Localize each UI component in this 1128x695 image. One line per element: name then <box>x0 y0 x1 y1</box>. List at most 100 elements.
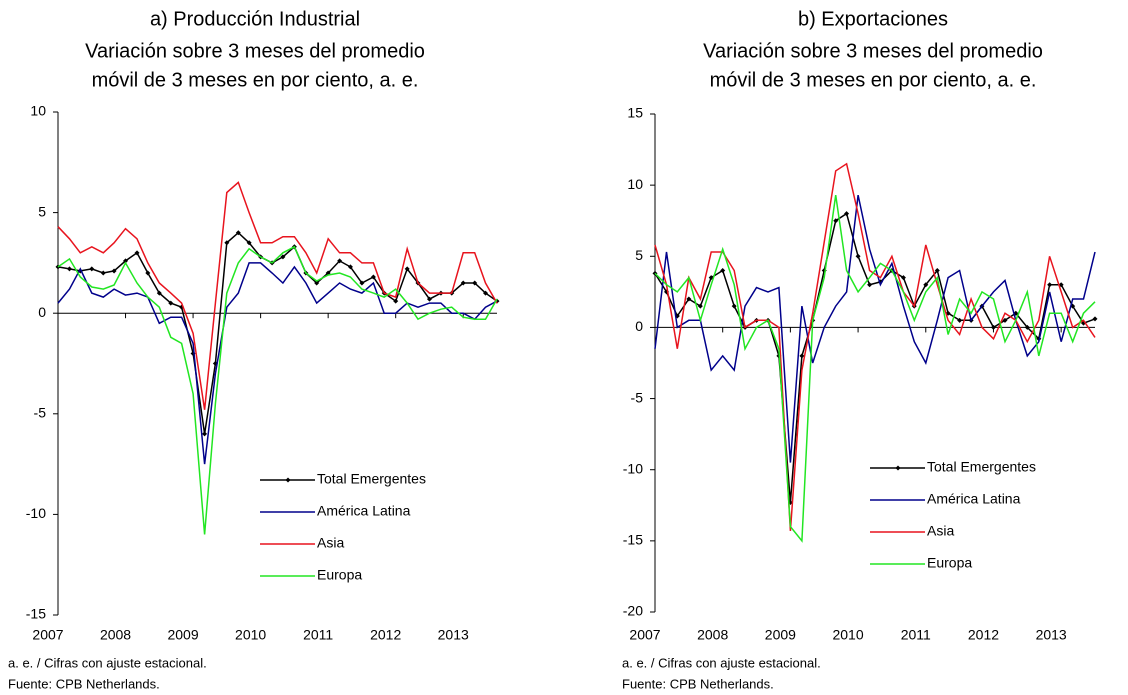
footnote: a. e. / Cifras con ajuste estacional. <box>8 655 207 670</box>
point-marker <box>720 268 726 274</box>
point-marker <box>224 240 230 246</box>
point-marker <box>855 253 861 259</box>
y-tick-label: 0 <box>38 304 46 320</box>
x-tick-label: 2010 <box>235 627 266 643</box>
point-marker <box>697 303 703 309</box>
legend-label: Asia <box>927 523 954 539</box>
point-marker <box>370 274 376 280</box>
legend-marker <box>285 477 291 483</box>
y-tick-label: -15 <box>26 606 46 622</box>
point-marker <box>89 266 95 272</box>
point-marker <box>844 211 850 217</box>
point-marker <box>347 264 353 270</box>
legend-label: Total Emergentes <box>317 471 426 487</box>
point-marker <box>123 258 129 264</box>
y-tick-label: 5 <box>38 203 46 219</box>
x-tick-label: 2007 <box>32 627 63 643</box>
footnote: a. e. / Cifras con ajuste estacional. <box>622 655 821 670</box>
point-marker <box>1047 282 1053 288</box>
x-tick-label: 2007 <box>629 627 660 643</box>
point-marker <box>957 317 963 323</box>
point-marker <box>686 296 692 302</box>
series-line <box>654 212 1096 503</box>
x-tick-label: 2012 <box>370 627 401 643</box>
y-tick-label: 5 <box>635 247 643 263</box>
legend-marker <box>895 465 901 471</box>
point-marker <box>134 250 140 256</box>
point-marker <box>168 300 174 306</box>
chart-title: b) Exportaciones <box>798 8 948 30</box>
point-marker <box>990 324 996 330</box>
x-tick-label: 2012 <box>968 627 999 643</box>
legend-label: Total Emergentes <box>927 459 1036 475</box>
point-marker <box>426 296 432 302</box>
point-marker <box>483 290 489 296</box>
x-tick-label: 2010 <box>832 627 863 643</box>
x-tick-label: 2011 <box>901 627 931 643</box>
point-marker <box>66 266 72 272</box>
series-line <box>654 162 1096 531</box>
legend-label: Asia <box>317 535 344 551</box>
point-marker <box>867 282 873 288</box>
y-tick-label: -10 <box>26 505 46 521</box>
legend-label: América Latina <box>317 503 411 519</box>
point-marker <box>923 282 929 288</box>
y-tick-label: -5 <box>34 405 47 421</box>
x-tick-label: 2009 <box>765 627 796 643</box>
point-marker <box>393 298 399 304</box>
point-marker <box>1002 317 1008 323</box>
x-tick-label: 2013 <box>438 627 469 643</box>
point-marker <box>1092 316 1098 322</box>
chart-subtitle: Variación sobre 3 meses del promedio <box>85 40 425 62</box>
point-marker <box>100 270 106 276</box>
point-marker <box>337 258 343 264</box>
series-line <box>654 194 1096 463</box>
y-tick-label: -15 <box>623 532 643 548</box>
chart-subtitle: Variación sobre 3 meses del promedio <box>703 40 1043 62</box>
point-marker <box>1024 324 1030 330</box>
point-marker <box>235 230 241 236</box>
point-marker <box>404 266 410 272</box>
point-marker <box>934 268 940 274</box>
series-line <box>57 181 498 410</box>
point-marker <box>731 303 737 309</box>
chart-subtitle: móvil de 3 meses en por ciento, a. e. <box>710 69 1037 91</box>
point-marker <box>799 353 805 359</box>
legend-label: Europa <box>317 567 362 583</box>
series-line <box>57 262 498 465</box>
point-marker <box>472 280 478 286</box>
legend-label: Europa <box>927 555 972 571</box>
y-tick-label: -20 <box>623 603 643 619</box>
y-tick-label: 10 <box>30 103 46 119</box>
footnote: Fuente: CPB Netherlands. <box>622 676 774 691</box>
point-marker <box>111 268 117 274</box>
series-line <box>57 245 498 535</box>
series-line <box>654 194 1096 543</box>
x-tick-label: 2013 <box>1036 627 1067 643</box>
point-marker <box>460 280 466 286</box>
point-marker <box>359 280 365 286</box>
point-marker <box>280 254 286 260</box>
footnote: Fuente: CPB Netherlands. <box>8 676 160 691</box>
y-tick-label: 0 <box>635 318 643 334</box>
x-tick-label: 2008 <box>697 627 728 643</box>
x-tick-label: 2011 <box>303 627 333 643</box>
point-marker <box>900 275 906 281</box>
point-marker <box>833 218 839 224</box>
legend-label: América Latina <box>927 491 1021 507</box>
chart-subtitle: móvil de 3 meses en por ciento, a. e. <box>92 69 419 91</box>
point-marker <box>246 240 252 246</box>
y-tick-label: 15 <box>627 105 643 121</box>
y-tick-label: -10 <box>623 460 643 476</box>
chart-title: a) Producción Industrial <box>150 8 360 30</box>
point-marker <box>202 431 208 437</box>
x-tick-label: 2008 <box>100 627 131 643</box>
point-marker <box>145 270 151 276</box>
series-line <box>57 231 498 435</box>
x-tick-label: 2009 <box>167 627 198 643</box>
point-marker <box>156 290 162 296</box>
point-marker <box>314 280 320 286</box>
y-tick-label: -5 <box>631 389 644 405</box>
y-tick-label: 10 <box>627 176 643 192</box>
